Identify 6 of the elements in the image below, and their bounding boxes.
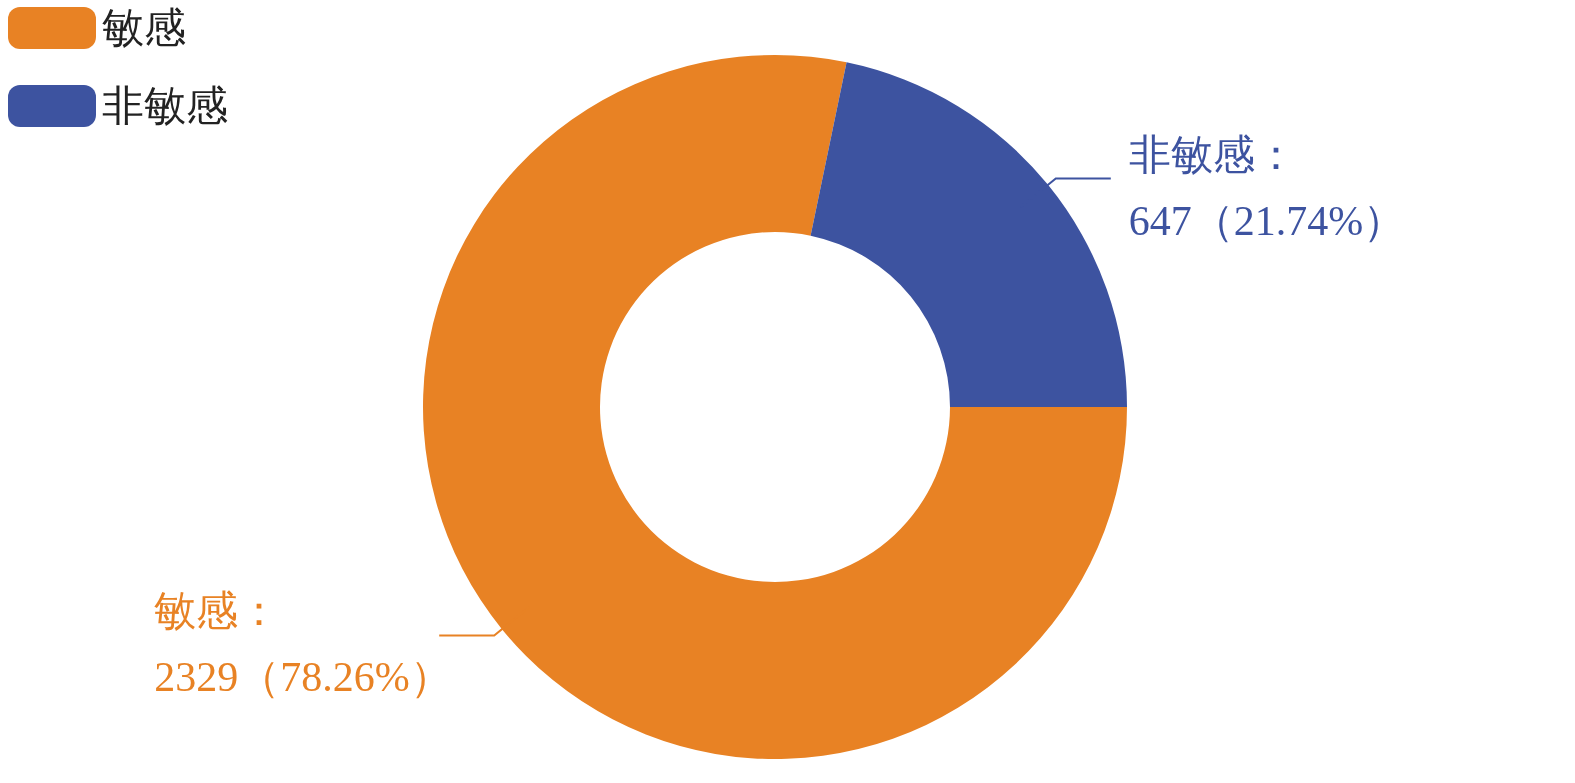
legend-label: 敏感 [102,4,186,53]
donut-slice [810,62,1127,407]
legend-label: 非敏感 [102,82,228,131]
donut-slice [423,55,1127,759]
data-label: 敏感： 2329（78.26%） [154,588,452,701]
data-label: 非敏感： 647（21.74%） [1128,131,1406,244]
